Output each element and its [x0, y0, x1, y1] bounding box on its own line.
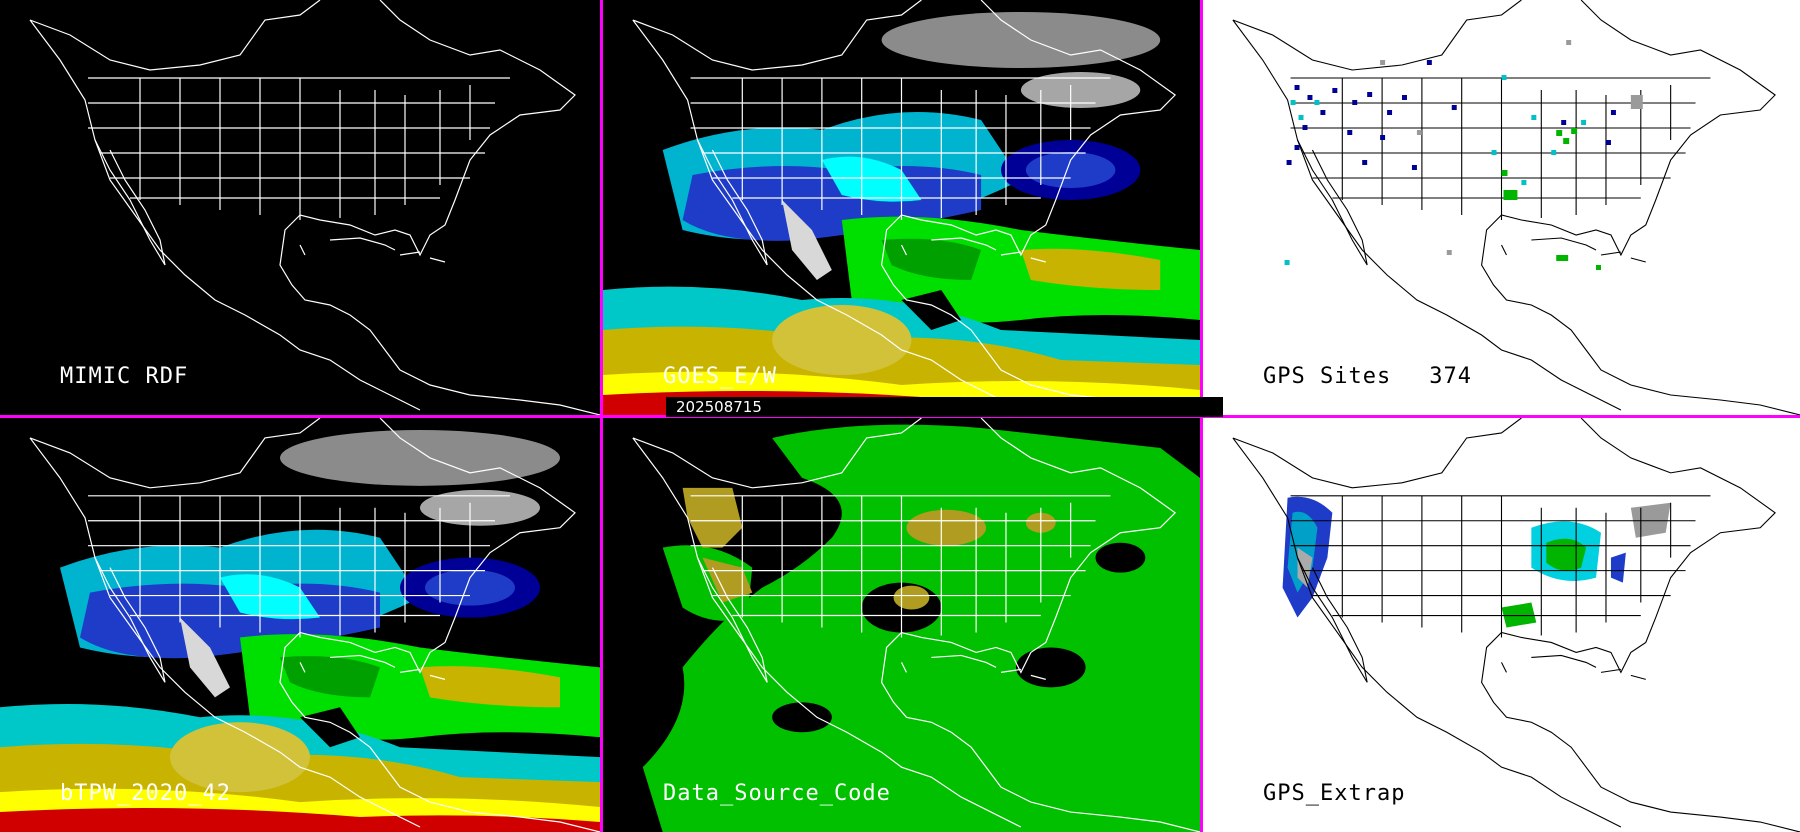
gps-station-markers — [1203, 0, 1800, 415]
panel-label: GPS Sites 374 — [1263, 364, 1472, 389]
panel-label: MIMIC RDF — [60, 364, 189, 389]
tpw-field — [603, 0, 1200, 415]
source-code-field — [603, 418, 1200, 832]
panel-data-source-code: Data_Source_Code — [603, 418, 1200, 832]
panel-label-text: GPS Sites — [1263, 364, 1392, 389]
panel-gps-sites: GPS Sites 374 — [1203, 0, 1800, 415]
panel-label: GPS_Extrap — [1263, 781, 1406, 806]
site-count: 374 — [1429, 364, 1472, 389]
panel-btpw: bTPW_2020_42 — [0, 418, 600, 832]
map-outline — [0, 0, 600, 415]
gps-extrapolated-field — [1203, 418, 1800, 832]
panel-gps-extrap: GPS_Extrap — [1203, 418, 1800, 832]
panel-label: Data_Source_Code — [663, 781, 891, 806]
tpw-field — [0, 418, 600, 832]
panel-goes-ew: GOES_E/W — [603, 0, 1200, 415]
panel-label: GOES_E/W — [663, 364, 777, 389]
timestamp-label: 202508715 — [666, 397, 1223, 417]
panel-mimic-rdf: MIMIC RDF — [0, 0, 600, 415]
panel-label: bTPW_2020_42 — [60, 781, 231, 806]
